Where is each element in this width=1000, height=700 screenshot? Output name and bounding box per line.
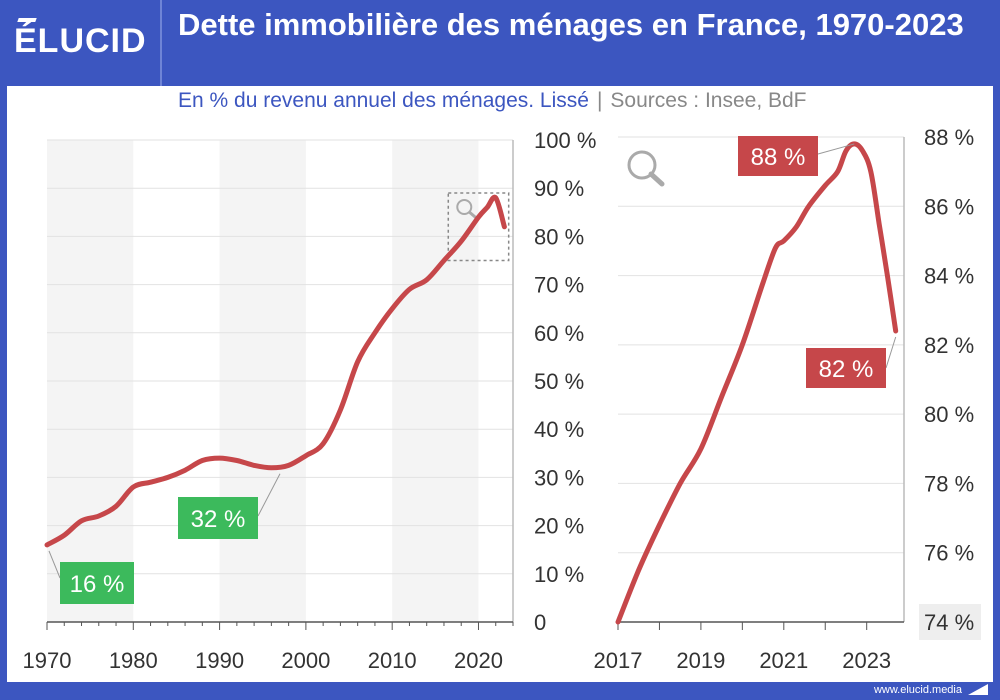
right-y-tick-bg bbox=[919, 604, 981, 640]
annotation-88-text: 88 % bbox=[751, 144, 806, 171]
footer-flag-icon bbox=[968, 684, 988, 695]
subtitle-text: En % du revenu annuel des ménages. Lissé bbox=[178, 89, 589, 112]
left-y-tick: 100 % bbox=[534, 128, 596, 153]
annotation-82-box bbox=[806, 348, 886, 388]
annotation-16-text: 16 % bbox=[70, 571, 125, 598]
right-x-tick: 2023 bbox=[842, 648, 891, 673]
zoom-box bbox=[447, 192, 510, 262]
annotation-82-text: 82 % bbox=[819, 356, 874, 383]
magnifier-handle bbox=[648, 171, 665, 187]
header: ÉLUCID Dette immobilière des ménages en … bbox=[0, 0, 1000, 86]
left-y-tick: 10 % bbox=[534, 562, 584, 587]
left-y-tick: 60 % bbox=[534, 321, 584, 346]
page-title: Dette immobilière des ménages en France,… bbox=[178, 7, 964, 42]
annotation-32-text: 32 % bbox=[191, 506, 246, 533]
magnifier-icon bbox=[627, 150, 665, 187]
left-y-tick: 30 % bbox=[534, 465, 584, 490]
right-y-tick: 76 % bbox=[924, 541, 974, 566]
subtitle-separator: | bbox=[596, 89, 603, 112]
magnifier-handle bbox=[468, 210, 478, 220]
magnifier-lens bbox=[627, 150, 657, 180]
annotation-leader bbox=[257, 473, 281, 517]
right-y-tick: 86 % bbox=[924, 194, 974, 219]
annotation-88-box bbox=[738, 136, 818, 176]
annotation-32-box bbox=[178, 497, 258, 539]
left-y-tick: 70 % bbox=[534, 273, 584, 298]
annotation-leader bbox=[817, 143, 855, 155]
left-series-line bbox=[44, 194, 507, 548]
right-series-line bbox=[615, 141, 899, 625]
header-divider bbox=[160, 0, 162, 86]
magnifier-lens bbox=[456, 199, 473, 216]
left-x-tick: 1980 bbox=[109, 648, 158, 673]
right-x-tick: 2021 bbox=[759, 648, 808, 673]
right-x-tick: 2019 bbox=[676, 648, 725, 673]
right-y-tick: 78 % bbox=[924, 471, 974, 496]
left-y-tick: 0 bbox=[534, 610, 546, 635]
right-y-tick: 74 % bbox=[924, 610, 974, 635]
sources: Sources : Insee, BdF bbox=[610, 89, 807, 112]
left-x-tick: 2010 bbox=[368, 648, 417, 673]
right-x-tick: 2017 bbox=[594, 648, 643, 673]
left-y-tick: 90 % bbox=[534, 176, 584, 201]
right-y-tick: 82 % bbox=[924, 333, 974, 358]
footer-brand: www.elucid.media bbox=[873, 684, 962, 696]
right-y-tick: 84 % bbox=[924, 264, 974, 289]
left-x-tick: 2000 bbox=[281, 648, 330, 673]
left-x-tick: 1990 bbox=[195, 648, 244, 673]
subtitle: En % du revenu annuel des ménages. Lissé… bbox=[178, 89, 807, 113]
annotation-leader bbox=[48, 550, 61, 579]
logo: ÉLUCID bbox=[14, 22, 147, 60]
annotation-leader bbox=[885, 336, 897, 369]
left-x-tick: 2020 bbox=[454, 648, 503, 673]
right-y-tick: 80 % bbox=[924, 402, 974, 427]
left-y-tick: 80 % bbox=[534, 224, 584, 249]
annotation-16-box bbox=[60, 562, 134, 604]
left-y-tick: 20 % bbox=[534, 514, 584, 539]
left-y-tick: 40 % bbox=[534, 417, 584, 442]
left-x-tick: 1970 bbox=[23, 648, 72, 673]
left-y-tick: 50 % bbox=[534, 369, 584, 394]
right-y-tick: 88 % bbox=[924, 125, 974, 150]
zoom-magnifier-icon bbox=[456, 199, 478, 220]
